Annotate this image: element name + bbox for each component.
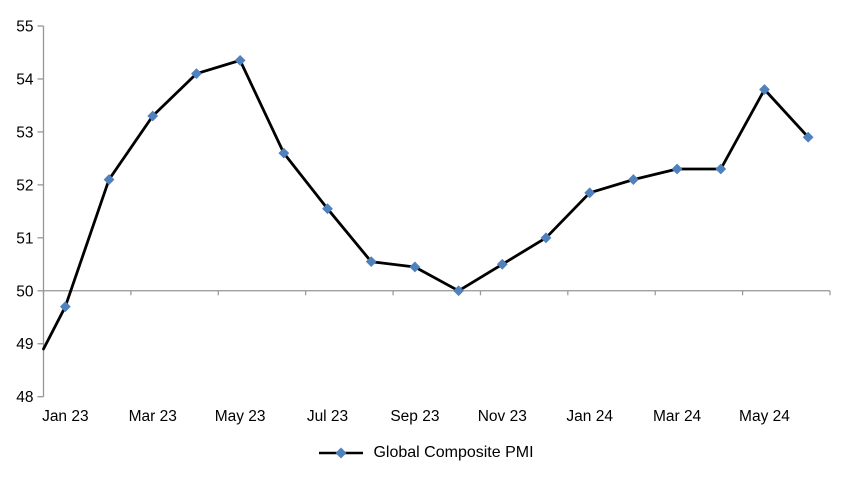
x-axis-tick-label: Mar 24 xyxy=(653,408,702,425)
data-point-marker xyxy=(715,163,727,175)
data-point-marker xyxy=(103,174,115,185)
chart-legend: Global Composite PMI xyxy=(0,440,852,466)
data-point-marker xyxy=(584,187,596,199)
y-axis-tick-label: 49 xyxy=(16,336,33,353)
x-axis-tick-label: Jan 24 xyxy=(566,408,613,425)
x-axis-tick-label: Nov 23 xyxy=(478,408,527,425)
data-point-marker xyxy=(671,163,683,175)
y-axis-tick-label: 48 xyxy=(16,389,33,406)
data-point-marker xyxy=(365,256,377,268)
data-point-marker xyxy=(322,203,333,215)
data-point-marker xyxy=(802,131,814,143)
x-axis-tick-label: Sep 23 xyxy=(390,408,439,425)
data-point-marker xyxy=(453,285,464,297)
x-axis-tick-label: Jul 23 xyxy=(307,408,348,425)
y-axis-tick-label: 54 xyxy=(16,71,34,88)
x-axis-tick-label: May 23 xyxy=(215,408,266,425)
y-axis-tick-label: 50 xyxy=(16,283,34,300)
data-point-marker xyxy=(59,301,71,313)
x-axis-tick-label: May 24 xyxy=(739,408,790,425)
legend-label: Global Composite PMI xyxy=(373,444,534,461)
data-point-marker xyxy=(409,261,421,273)
data-point-marker xyxy=(191,68,202,80)
global-composite-pmi-line-chart: 48 49 50 51 52 53 54 55 Jan 23 Mar 23 May 23 Jul 23… xyxy=(16,19,831,425)
y-axis-tick-label: 51 xyxy=(16,230,33,247)
y-axis-tick-label: 53 xyxy=(16,124,33,141)
data-point-marker xyxy=(540,232,552,244)
data-point-marker xyxy=(496,258,508,270)
data-point-marker xyxy=(627,174,639,185)
x-axis-tick-label: Jan 23 xyxy=(42,408,89,425)
pmi-series-line xyxy=(42,59,810,351)
y-axis-tick-label: 52 xyxy=(16,177,33,194)
data-point-marker xyxy=(147,110,159,122)
legend-line-marker-icon xyxy=(319,447,364,459)
data-point-marker xyxy=(234,55,246,66)
data-point-marker xyxy=(759,84,770,95)
data-point-marker xyxy=(278,147,290,159)
x-axis-tick-label: Mar 23 xyxy=(129,408,177,425)
y-axis-tick-label: 55 xyxy=(16,19,33,36)
